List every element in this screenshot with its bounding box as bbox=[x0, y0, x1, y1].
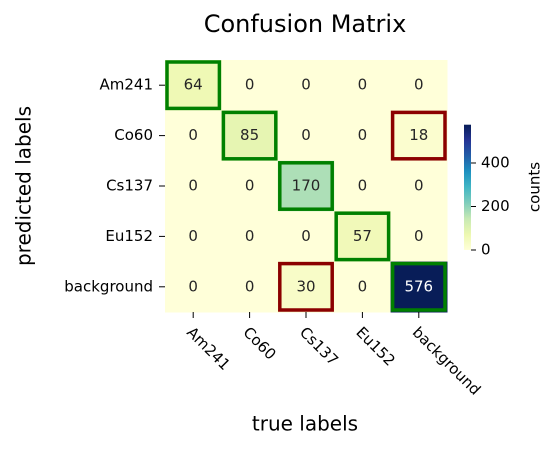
cell-value: 0 bbox=[245, 277, 255, 295]
heatmap-cell bbox=[221, 60, 279, 111]
highlight-box bbox=[221, 110, 278, 161]
cell-value: 30 bbox=[296, 277, 315, 295]
heatmap-cell bbox=[277, 211, 335, 263]
heatmap-cell bbox=[390, 160, 448, 212]
heatmap-cell bbox=[390, 211, 448, 263]
highlight-box bbox=[278, 161, 334, 211]
highlight-box bbox=[390, 110, 447, 161]
highlight-box bbox=[390, 261, 447, 312]
cell-value: 0 bbox=[245, 76, 255, 94]
heatmap-cell bbox=[277, 261, 335, 313]
y-tick-label: Co60 bbox=[114, 126, 153, 144]
highlight-box bbox=[278, 261, 334, 312]
cell-value: 0 bbox=[188, 277, 198, 295]
y-tick-label: Am241 bbox=[99, 76, 153, 94]
cell-value: 576 bbox=[404, 277, 433, 295]
heatmap-cell bbox=[221, 110, 279, 162]
x-tick-label: Cs137 bbox=[296, 323, 342, 369]
heatmap-cell bbox=[221, 211, 279, 263]
heatmap-cell bbox=[390, 60, 448, 111]
heatmap-cell bbox=[334, 60, 392, 111]
cell-value: 0 bbox=[188, 126, 198, 144]
x-tick-label: background bbox=[409, 323, 484, 398]
heatmap-cell bbox=[334, 110, 392, 162]
cell-value: 0 bbox=[301, 76, 311, 94]
cell-value: 0 bbox=[245, 227, 255, 245]
y-tick-label: Cs137 bbox=[106, 177, 153, 195]
colorbar-tick-label: 200 bbox=[481, 197, 510, 215]
highlight-box bbox=[165, 60, 222, 111]
cell-value: 0 bbox=[301, 227, 311, 245]
x-tick-label: Eu152 bbox=[352, 323, 398, 369]
cell-value: 57 bbox=[353, 227, 372, 245]
cell-value: 0 bbox=[188, 177, 198, 195]
heatmap-cell bbox=[221, 160, 279, 212]
cell-value: 0 bbox=[358, 177, 368, 195]
heatmap-cell bbox=[165, 211, 222, 263]
y-axis-label: predicted labels bbox=[12, 106, 36, 266]
heatmap-cell bbox=[221, 261, 279, 313]
cell-value: 18 bbox=[409, 126, 428, 144]
colorbar-tick-label: 0 bbox=[481, 241, 491, 259]
x-tick-label: Co60 bbox=[240, 323, 280, 363]
x-axis-label: true labels bbox=[252, 412, 358, 436]
cell-value: 0 bbox=[301, 126, 311, 144]
cell-value: 0 bbox=[188, 227, 198, 245]
cell-value: 0 bbox=[414, 177, 424, 195]
heatmap-cell bbox=[277, 160, 335, 212]
heatmap-cell bbox=[165, 160, 222, 212]
heatmap-cell bbox=[165, 261, 222, 313]
chart-title: Confusion Matrix bbox=[204, 10, 407, 38]
cell-value: 0 bbox=[414, 227, 424, 245]
cell-value: 0 bbox=[358, 76, 368, 94]
cell-value: 0 bbox=[358, 277, 368, 295]
heatmap-cell bbox=[165, 60, 222, 111]
cell-value: 0 bbox=[245, 177, 255, 195]
colorbar bbox=[464, 124, 471, 250]
heatmap-cell bbox=[165, 110, 222, 162]
x-tick-label: Am241 bbox=[183, 323, 234, 374]
heatmap-cell bbox=[334, 160, 392, 212]
colorbar-tick-label: 400 bbox=[481, 153, 510, 171]
y-tick-label: Eu152 bbox=[105, 227, 153, 245]
cell-value: 0 bbox=[414, 76, 424, 94]
y-tick-label: background bbox=[64, 277, 153, 295]
cell-value: 0 bbox=[358, 126, 368, 144]
cell-value: 64 bbox=[184, 76, 203, 94]
heatmap-cell bbox=[390, 261, 448, 313]
heatmap-cell bbox=[277, 110, 335, 162]
cell-value: 85 bbox=[240, 126, 259, 144]
heatmap-cell bbox=[334, 211, 392, 263]
colorbar-label: counts bbox=[526, 162, 544, 212]
heatmap-cell bbox=[334, 261, 392, 313]
heatmap-cell bbox=[390, 110, 448, 162]
cell-value: 170 bbox=[292, 177, 321, 195]
heatmap-cell bbox=[277, 60, 335, 111]
highlight-box bbox=[334, 211, 391, 262]
